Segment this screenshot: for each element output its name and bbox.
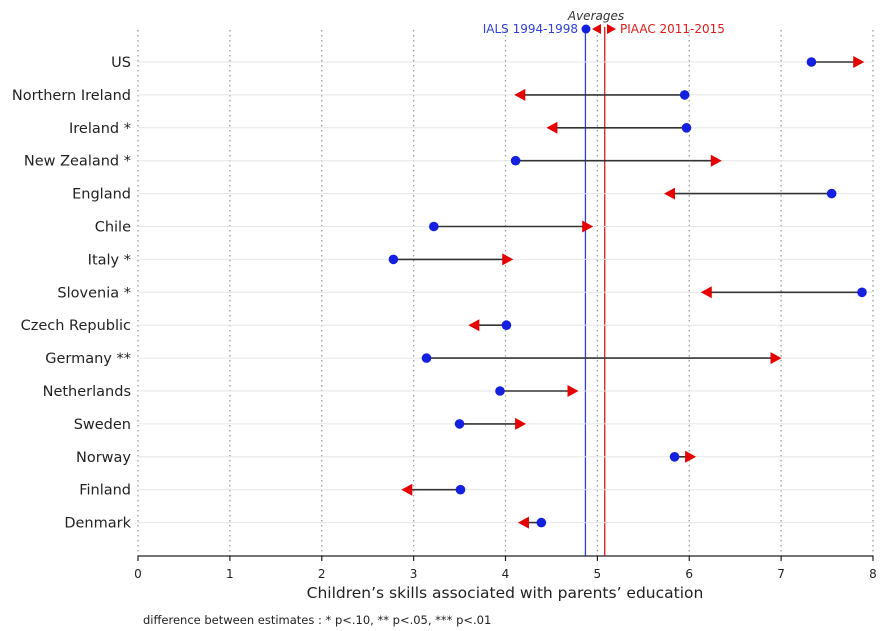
averages-title: Averages <box>567 9 624 23</box>
category-label: Chile <box>95 220 131 236</box>
x-tick-label: 2 <box>318 567 326 581</box>
piaac-marker <box>770 352 782 365</box>
ials-marker <box>510 155 521 166</box>
ials-marker <box>501 320 512 331</box>
category-label: Finland <box>79 483 131 499</box>
legend-piaac-arrow-right <box>607 24 616 34</box>
ials-marker <box>669 452 680 462</box>
piaac-marker <box>468 319 480 332</box>
row-ireland: Ireland * <box>69 121 692 137</box>
piaac-marker <box>502 253 514 266</box>
x-tick-label: 5 <box>594 567 602 581</box>
row-northern-ireland: Northern Ireland <box>12 88 690 104</box>
category-label: Northern Ireland <box>12 88 131 104</box>
ials-marker <box>681 123 692 133</box>
x-tick-label: 1 <box>226 567 234 581</box>
row-italy: Italy * <box>88 252 514 268</box>
significance-note: difference between estimates : * p<.10, … <box>143 613 491 627</box>
category-label: Denmark <box>64 516 131 532</box>
x-tick-label: 6 <box>685 567 693 581</box>
row-finland: Finland <box>79 483 466 499</box>
row-denmark: Denmark <box>64 516 547 532</box>
x-axis: 0 1 2 3 4 5 6 7 8 <box>134 555 877 581</box>
legend-ials-label: IALS 1994-1998 <box>483 22 578 36</box>
row-sweden: Sweden <box>74 417 527 433</box>
category-label: Netherlands <box>43 384 131 400</box>
piaac-marker <box>664 187 676 200</box>
x-axis-title: Children’s skills associated with parent… <box>307 584 704 602</box>
row-slovenia: Slovenia * <box>57 285 867 301</box>
row-norway: Norway <box>76 450 697 466</box>
legend-piaac-label: PIAAC 2011-2015 <box>620 22 725 36</box>
category-label: Czech Republic <box>21 318 131 334</box>
category-label: US <box>111 55 131 71</box>
x-tick-label: 8 <box>869 567 877 581</box>
ials-marker <box>857 287 867 298</box>
category-label: Germany ** <box>45 351 131 367</box>
ials-marker <box>679 90 690 100</box>
x-tick-label: 7 <box>777 567 785 581</box>
row-england: England <box>72 187 837 203</box>
piaac-marker <box>514 88 526 101</box>
piaac-marker <box>401 483 413 496</box>
category-label: New Zealand * <box>24 154 131 170</box>
ials-marker <box>455 484 466 495</box>
ials-marker <box>388 254 399 265</box>
ials-marker <box>826 188 837 199</box>
ials-marker <box>454 419 465 429</box>
piaac-marker <box>582 220 594 233</box>
average-lines <box>584 27 606 556</box>
row-netherlands: Netherlands <box>43 384 579 400</box>
piaac-marker <box>515 417 527 430</box>
category-label: Ireland * <box>69 121 131 137</box>
ials-marker <box>536 517 547 528</box>
ials-marker <box>429 221 439 232</box>
piaac-marker <box>546 121 558 134</box>
ials-marker <box>421 353 432 363</box>
piaac-marker <box>567 385 579 397</box>
x-tick-label: 3 <box>410 567 418 581</box>
x-tick-label: 4 <box>502 567 510 581</box>
category-label: Slovenia * <box>57 285 131 301</box>
category-label: England <box>72 187 131 203</box>
piaac-marker <box>853 56 865 68</box>
piaac-marker <box>710 154 722 167</box>
row-us: US <box>111 55 865 71</box>
row-new-zealand: New Zealand * <box>24 154 722 170</box>
category-label: Sweden <box>74 417 131 433</box>
piaac-marker <box>700 286 712 299</box>
category-label: Norway <box>76 450 131 466</box>
x-tick-label: 0 <box>134 567 142 581</box>
row-germany: Germany ** <box>45 351 782 367</box>
chart-rows: US Northern Ireland Ireland * New Zealand *… <box>12 55 873 532</box>
ials-marker <box>495 386 505 396</box>
legend-ials-marker <box>581 24 591 34</box>
ials-marker <box>806 57 817 67</box>
legend-piaac-arrow-left <box>592 24 601 34</box>
piaac-marker <box>685 450 697 463</box>
piaac-marker <box>517 516 529 529</box>
row-chile: Chile <box>95 220 594 236</box>
row-czech-republic: Czech Republic <box>21 318 512 334</box>
category-label: Italy * <box>88 252 131 268</box>
